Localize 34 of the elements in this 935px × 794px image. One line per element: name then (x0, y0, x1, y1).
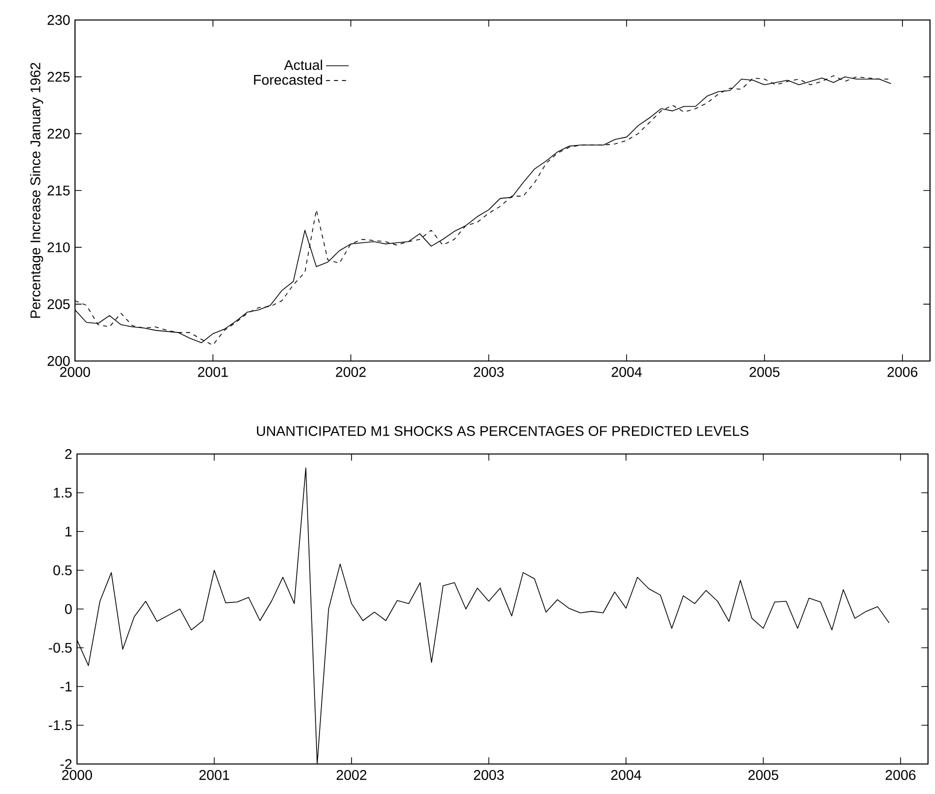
x-tick-label: 2002 (336, 367, 366, 377)
x-tick-label: 2004 (612, 367, 642, 377)
x-tick-label: 2001 (198, 367, 228, 377)
y-tick-label: -0.5 (48, 642, 72, 653)
x-tick-label: 2006 (888, 367, 918, 377)
x-tick-label: 2004 (611, 770, 642, 780)
x-tick-label: 2005 (750, 367, 780, 377)
y-tick-label: 220 (48, 128, 70, 139)
x-tick-label: 2001 (199, 770, 230, 780)
y-axis-title: Percentage Increase Since January 1962 (30, 62, 44, 318)
y-tick-label: 1.5 (54, 488, 72, 498)
x-tick-label: 2000 (60, 367, 90, 377)
legend-label: Actual (284, 60, 322, 70)
x-tick-label: 2005 (748, 770, 778, 780)
y-tick-label: 0 (65, 604, 72, 614)
chart-title: UNANTICIPATED M1 SHOCKS AS PERCENTAGES OF PREDICTED LEVELS (256, 426, 748, 436)
y-tick-label: -1 (60, 682, 72, 692)
legend-label: Forecasted (254, 74, 322, 85)
y-tick-label: 215 (48, 186, 70, 196)
y-tick-label: 210 (48, 242, 70, 252)
x-tick-label: 2003 (474, 367, 504, 377)
y-tick-label: 205 (48, 299, 70, 310)
y-tick-label: -2 (60, 759, 72, 769)
x-tick-label: 2002 (336, 770, 366, 780)
y-tick-label: 225 (48, 72, 70, 82)
y-tick-label: 0.5 (53, 565, 72, 576)
y-tick-label: -1.5 (48, 720, 72, 730)
y-tick-label: 200 (48, 356, 70, 366)
y-tick-label: 1 (66, 526, 72, 536)
x-tick-label: 2003 (474, 770, 504, 780)
y-tick-label: 230 (48, 15, 70, 25)
y-tick-label: 2 (65, 449, 72, 459)
x-tick-label: 2000 (62, 770, 92, 780)
x-tick-label: 2006 (886, 770, 916, 780)
